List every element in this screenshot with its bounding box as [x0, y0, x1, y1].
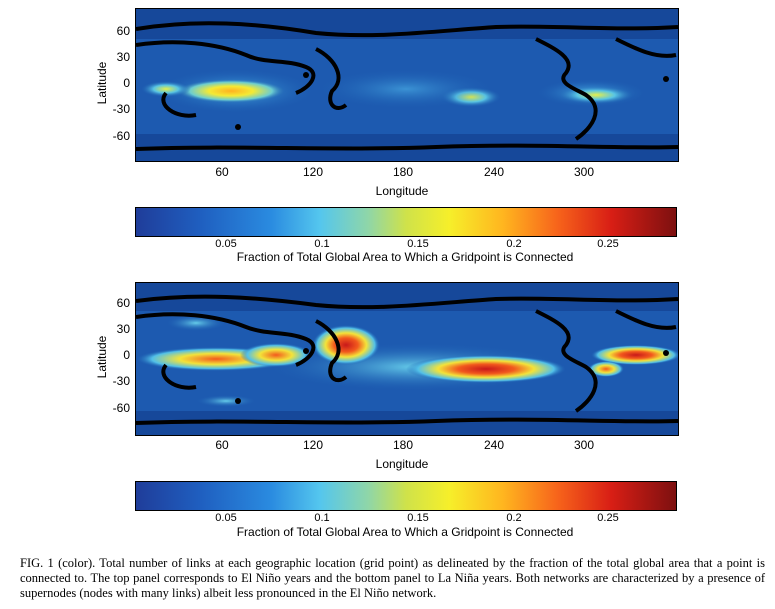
top-xtick: 60	[215, 165, 229, 179]
top-xlabel: Longitude	[375, 184, 429, 198]
bottom-ytick: 0	[123, 348, 130, 362]
el-nino-heatmap	[135, 8, 679, 162]
top-colorbar	[135, 207, 677, 237]
bottom-colorbar-tick: 0.25	[597, 512, 619, 524]
bottom-colorbar-tick: 0.15	[407, 512, 429, 524]
bottom-colorbar-label: Fraction of Total Global Area to Which a…	[236, 525, 574, 539]
bottom-xtick: 300	[573, 438, 595, 452]
top-ytick: 0	[123, 76, 130, 90]
la-nina-map-svg	[136, 283, 678, 435]
top-xtick: 240	[483, 165, 505, 179]
bottom-ytick: 30	[116, 322, 130, 336]
bottom-xtick: 240	[483, 438, 505, 452]
bottom-colorbar	[135, 481, 677, 511]
bottom-xtick: 60	[215, 438, 229, 452]
bottom-ytick: 60	[116, 296, 130, 310]
top-xtick: 120	[302, 165, 324, 179]
top-ytick: 30	[116, 50, 130, 64]
top-xtick: 300	[573, 165, 595, 179]
bottom-ytick: -60	[112, 401, 130, 415]
el-nino-map-svg	[136, 9, 678, 161]
top-colorbar-tick: 0.25	[597, 238, 619, 250]
bottom-xtick: 120	[302, 438, 324, 452]
la-nina-heatmap	[135, 282, 679, 436]
top-ytick: 60	[116, 24, 130, 38]
bottom-ytick: -30	[112, 374, 130, 388]
top-colorbar-tick: 0.15	[407, 238, 429, 250]
top-ytick: -30	[112, 102, 130, 116]
bottom-colorbar-tick: 0.05	[215, 512, 237, 524]
top-colorbar-tick: 0.05	[215, 238, 237, 250]
bottom-xlabel: Longitude	[375, 457, 429, 471]
top-colorbar-tick: 0.1	[314, 238, 330, 250]
top-colorbar-tick: 0.2	[506, 238, 522, 250]
bottom-xtick: 180	[392, 438, 414, 452]
figure-caption: FIG. 1 (color). Total number of links at…	[20, 556, 765, 600]
top-xtick: 180	[392, 165, 414, 179]
top-colorbar-label: Fraction of Total Global Area to Which a…	[236, 250, 574, 264]
top-ytick: -60	[112, 129, 130, 143]
bottom-colorbar-tick: 0.1	[314, 512, 330, 524]
bottom-colorbar-tick: 0.2	[506, 512, 522, 524]
